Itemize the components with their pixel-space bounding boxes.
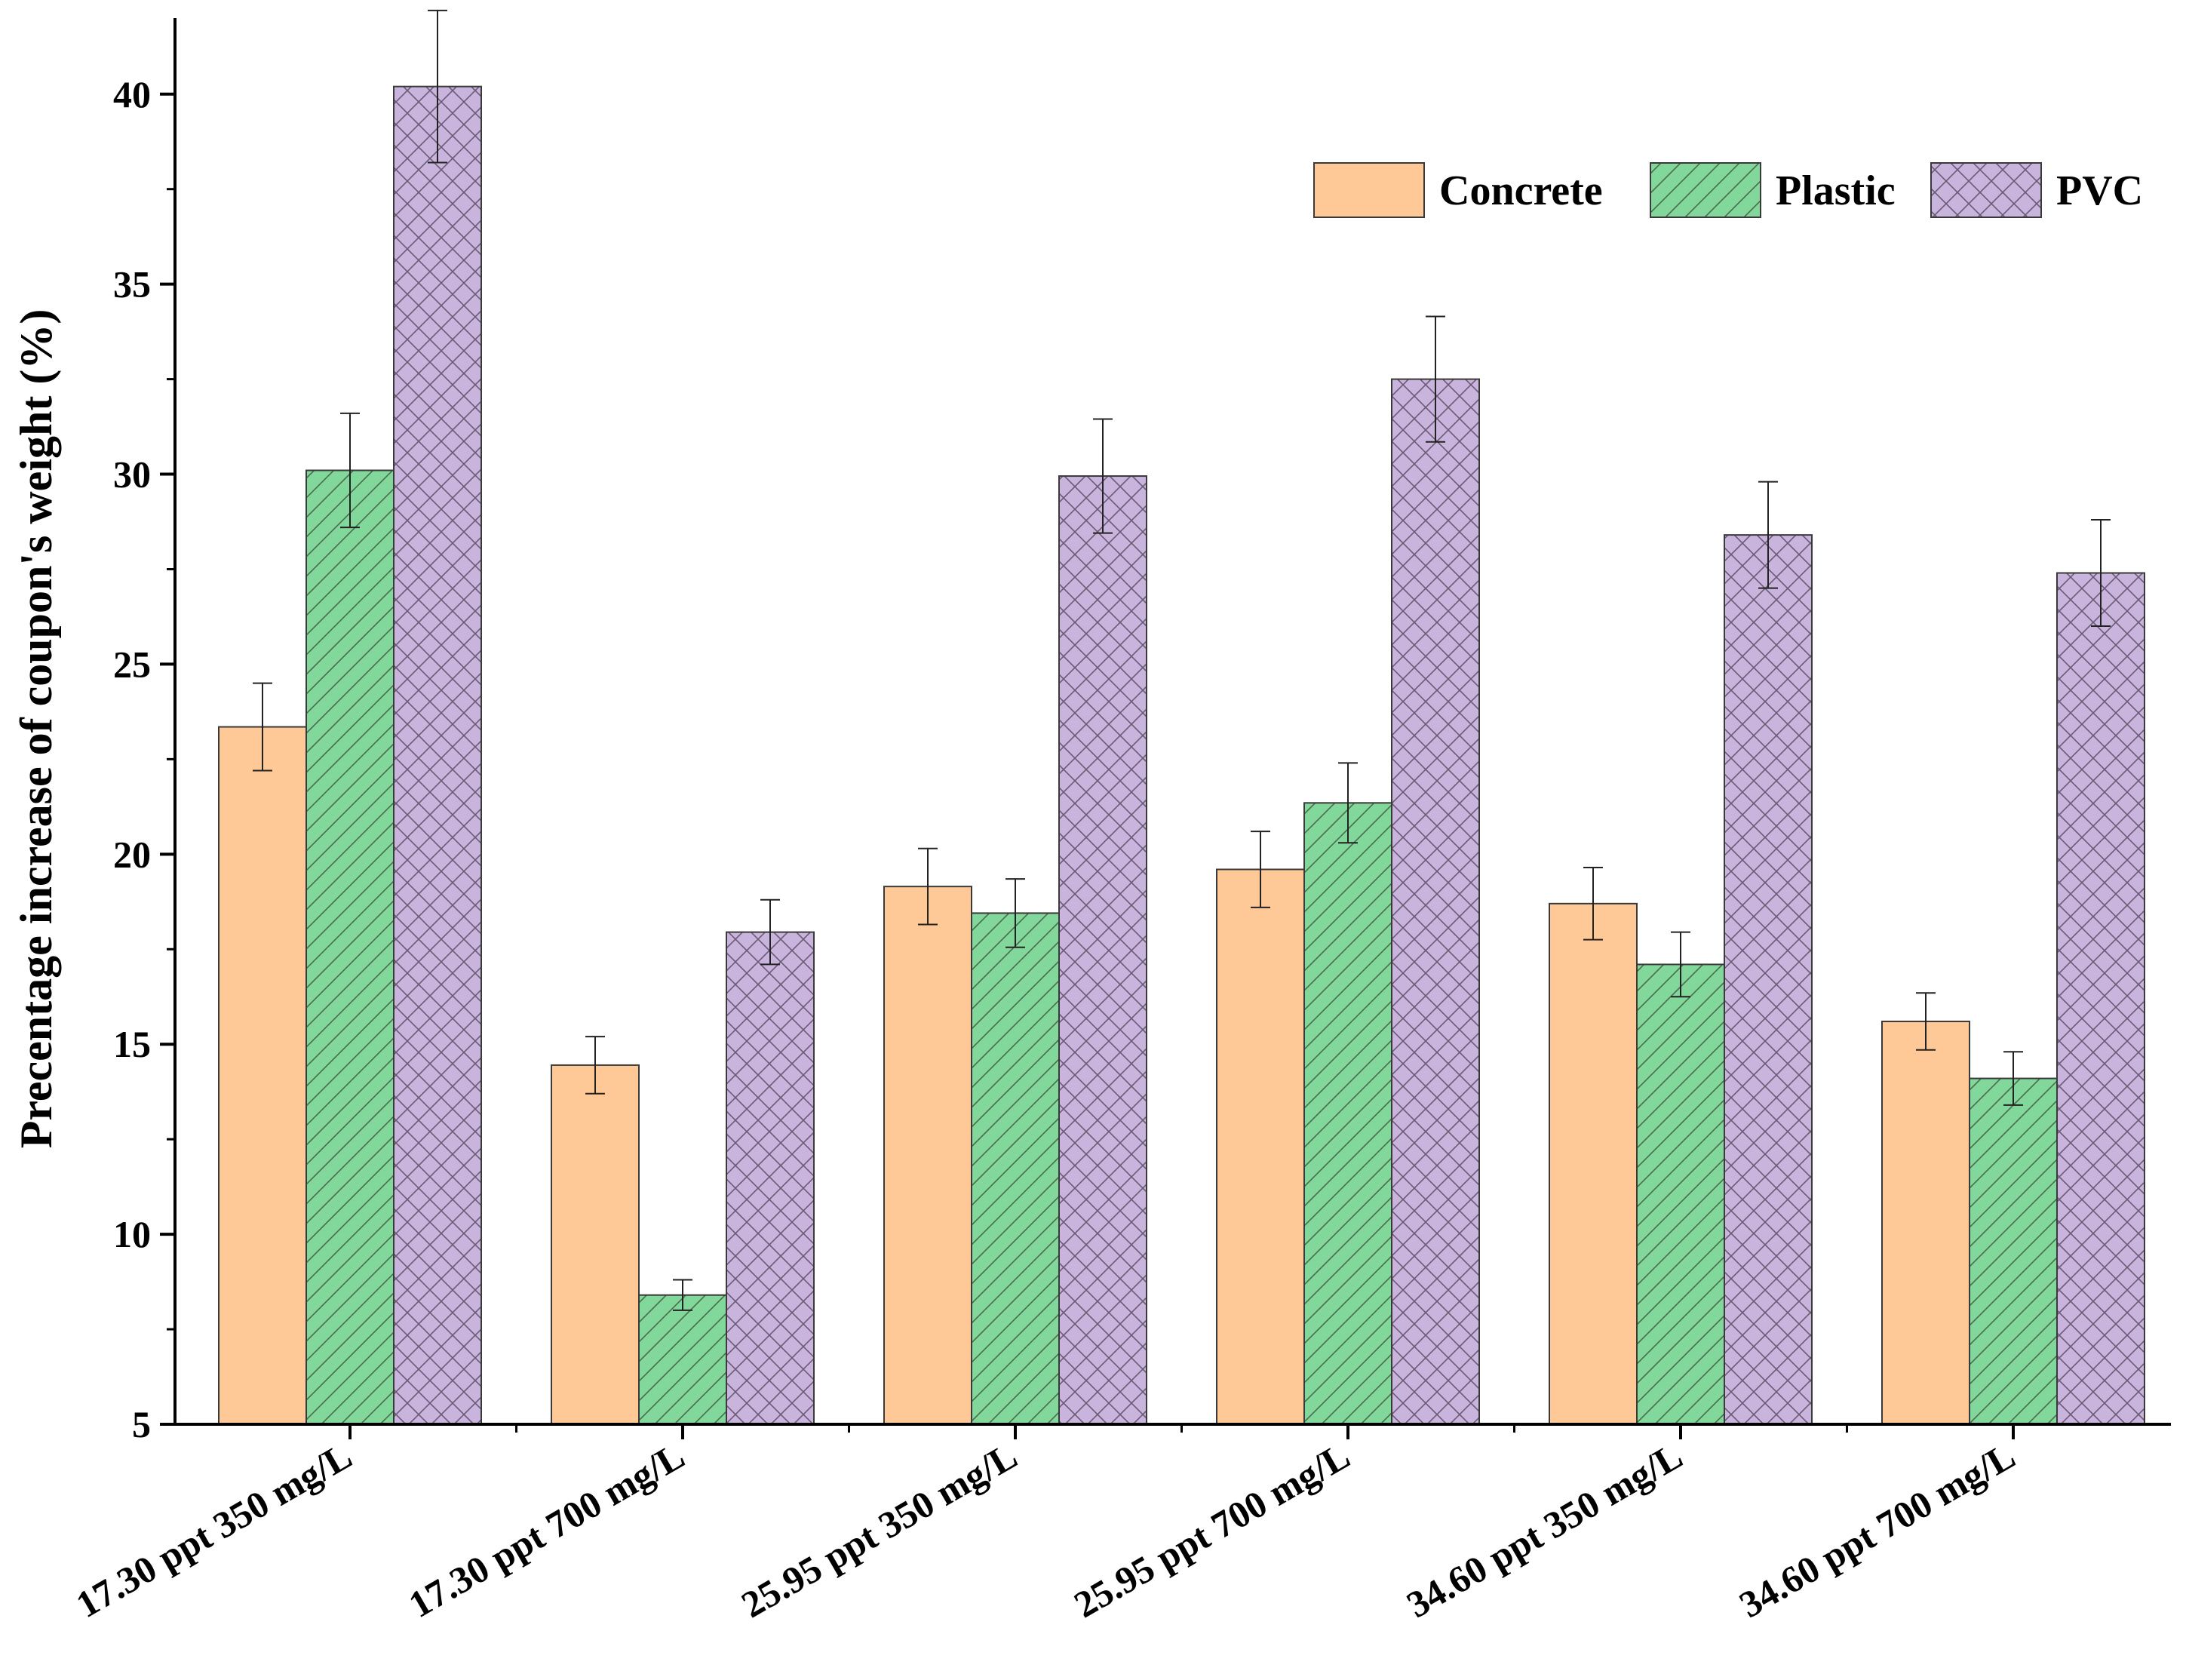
error-bar-pvc-4: [1758, 481, 1778, 589]
bar-pvc-0-hatch: [394, 86, 481, 1425]
error-bar-plastic-0: [340, 412, 360, 529]
y-tick-label: 25: [113, 643, 151, 685]
error-bar-pvc-1: [760, 898, 780, 966]
bar-plastic-3-hatch: [1304, 803, 1392, 1424]
legend-label-plastic: Plastic: [1776, 167, 1896, 214]
legend-item-plastic: Plastic: [1650, 162, 1896, 218]
error-bar-plastic-4: [1671, 931, 1690, 998]
error-bar-plastic-2: [1005, 878, 1025, 948]
bar-plastic-4-hatch: [1637, 964, 1724, 1424]
error-bar-concrete-4: [1583, 866, 1603, 941]
x-category-label: 34.60 ppt 700 mg/L: [1732, 1434, 2022, 1626]
error-bar-pvc-5: [2091, 518, 2111, 628]
bar-concrete-1: [551, 1064, 639, 1424]
bar-pvc-2-hatch: [1059, 476, 1147, 1424]
error-bar-concrete-0: [253, 682, 272, 772]
legend-swatch-concrete: [1314, 163, 1424, 217]
y-tick-label: 30: [113, 453, 151, 496]
bar-pvc-1-hatch: [726, 932, 814, 1424]
error-bar-concrete-2: [918, 847, 938, 926]
y-tick-label: 35: [113, 263, 151, 306]
bar-pvc-3-hatch: [1392, 379, 1479, 1424]
y-tick-label: 15: [113, 1023, 151, 1065]
y-tick-label: 10: [113, 1213, 151, 1255]
error-bar-concrete-3: [1251, 831, 1270, 908]
error-bar-pvc-3: [1426, 315, 1445, 443]
y-tick-label: 40: [113, 73, 151, 115]
x-category-label: 17.30 ppt 350 mg/L: [69, 1434, 358, 1626]
bar-concrete-3: [1217, 869, 1304, 1424]
legend-label-concrete: Concrete: [1439, 167, 1603, 214]
legend-item-pvc: PVC: [1930, 162, 2143, 218]
bar-plastic-2-hatch: [972, 913, 1059, 1424]
legend-item-concrete: Concrete: [1313, 162, 1603, 218]
legend-label-pvc: PVC: [2056, 167, 2143, 214]
bar-plastic-0-hatch: [306, 470, 394, 1424]
y-tick-label: 5: [132, 1403, 151, 1445]
bar-concrete-0: [219, 726, 306, 1424]
error-bar-pvc-2: [1093, 418, 1113, 534]
bar-concrete-5: [1882, 1021, 1970, 1424]
x-category-label: 17.30 ppt 700 mg/L: [401, 1434, 691, 1626]
x-category-label: 25.95 ppt 350 mg/L: [734, 1434, 1024, 1626]
error-bar-plastic-1: [673, 1279, 692, 1311]
x-category-label: 34.60 ppt 350 mg/L: [1399, 1434, 1689, 1626]
error-bar-concrete-5: [1916, 992, 1936, 1051]
x-category-label: 25.95 ppt 700 mg/L: [1067, 1434, 1356, 1626]
bar-pvc-4-hatch: [1724, 535, 1812, 1424]
y-tick-label: 20: [113, 833, 151, 875]
legend: Concrete Plastic PVC: [1313, 162, 2143, 218]
bar-pvc-5-hatch: [2057, 573, 2145, 1424]
y-axis-title: Precentage increase of coupon's weight (…: [11, 309, 61, 1149]
error-bar-plastic-5: [2003, 1051, 2023, 1106]
bar-plastic-1-hatch: [639, 1295, 726, 1424]
error-bar-concrete-1: [585, 1036, 605, 1095]
bar-concrete-4: [1549, 903, 1637, 1424]
error-bar-pvc-0: [428, 9, 447, 164]
error-bar-plastic-3: [1338, 762, 1358, 844]
bar-concrete-2: [884, 886, 972, 1424]
bar-plastic-5-hatch: [1970, 1078, 2057, 1424]
